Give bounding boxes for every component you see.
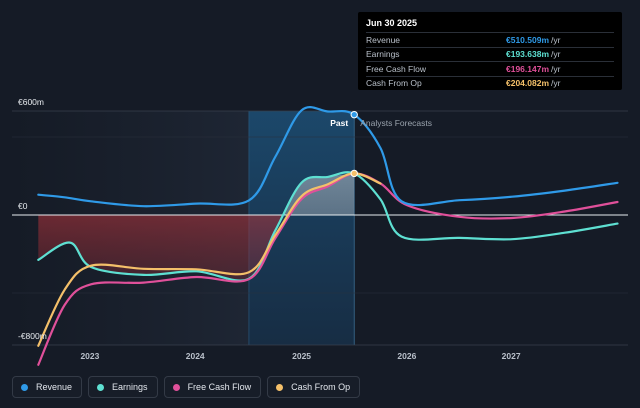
tooltip-row: Earnings €193.638m/yr — [366, 46, 614, 62]
tooltip-row-value: €510.509m — [506, 34, 550, 45]
cash-from-op-marker — [350, 169, 358, 178]
forecast-label: Analysts Forecasts — [360, 118, 432, 128]
legend-label: Revenue — [36, 382, 73, 392]
tooltip-row-unit: /yr — [551, 78, 561, 89]
tooltip-row-label: Earnings — [366, 49, 400, 60]
tooltip-row-value: €204.082m — [506, 78, 550, 89]
legend-dot-icon — [97, 383, 105, 391]
earnings-negative-area — [38, 215, 355, 281]
legend-dot-icon — [172, 383, 180, 391]
legend-label: Free Cash Flow — [187, 382, 252, 392]
tooltip-row-value: €193.638m — [506, 49, 550, 60]
legend-item-earnings[interactable]: Earnings — [88, 376, 158, 398]
earnings-line — [37, 171, 619, 282]
legend-label: Earnings — [112, 382, 148, 392]
past-label: Past — [330, 118, 348, 128]
tooltip-row-unit: /yr — [551, 49, 561, 60]
x-tick-label: 2023 — [80, 351, 99, 361]
x-tick-label: 2024 — [186, 351, 205, 361]
legend-label: Cash From Op — [291, 382, 351, 392]
tooltip-row-label: Revenue — [366, 34, 401, 45]
tooltip-row-label: Free Cash Flow — [366, 63, 426, 74]
tooltip-panel: Jun 30 2025 Revenue €510.509m/yr Earnings €… — [358, 12, 622, 90]
legend-item-free-cash-flow[interactable]: Free Cash Flow — [163, 376, 262, 398]
revenue-marker — [350, 110, 358, 119]
revenue-line — [37, 106, 619, 208]
legend-dot-icon — [21, 383, 28, 391]
tooltip-row: Free Cash Flow €196.147m/yr — [366, 61, 614, 76]
tooltip-date: Jun 30 2025 — [366, 18, 418, 28]
y-label-bottom: -€800m — [18, 331, 47, 341]
x-tick-label: 2027 — [502, 351, 521, 361]
free-cash-flow-line — [37, 172, 619, 366]
tooltip-row-unit: /yr — [551, 34, 561, 45]
tooltip-row-unit: /yr — [551, 63, 561, 74]
legend-dot-icon — [276, 383, 284, 391]
tooltip-row-label: Cash From Op — [366, 78, 422, 89]
tooltip-row-value: €196.147m — [506, 63, 550, 74]
legend-item-cash-from-op[interactable]: Cash From Op — [267, 376, 361, 398]
legend-item-revenue[interactable]: Revenue — [12, 376, 83, 398]
y-label-top: €600m — [18, 97, 44, 107]
tooltip-row: Revenue €510.509m/yr — [366, 32, 614, 47]
y-label-zero: €0 — [18, 201, 28, 211]
tooltip-row: Cash From Op €204.082m/yr — [366, 75, 614, 91]
x-tick-label: 2026 — [397, 351, 416, 361]
x-tick-label: 2025 — [292, 351, 311, 361]
cash-from-op-line — [37, 172, 382, 347]
chart-legend: Revenue Earnings Free Cash Flow Cash From O… — [12, 376, 361, 398]
